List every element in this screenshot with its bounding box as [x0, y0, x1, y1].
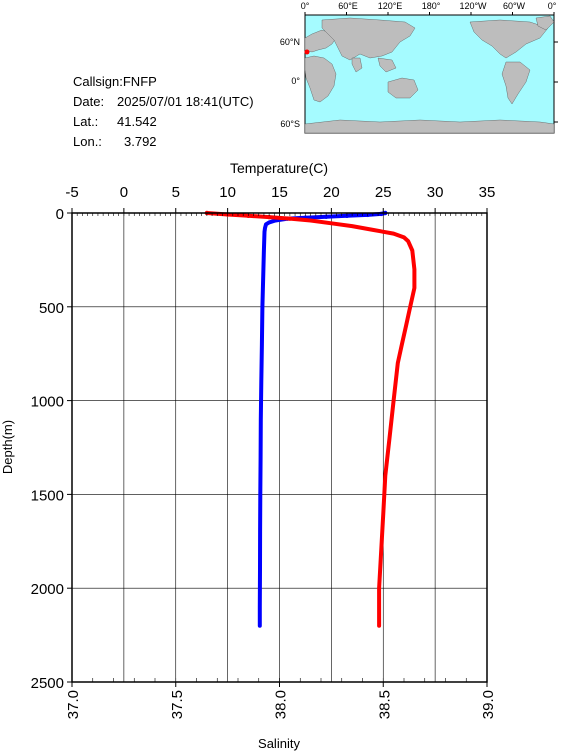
temperature-tick-label: 0: [120, 184, 128, 201]
depth-ticks: 0 500 1000 1500 2000 2500: [31, 206, 72, 692]
temperature-point: [383, 210, 388, 216]
salinity-point: [287, 216, 293, 221]
map-lon-label: 120°E: [378, 1, 403, 11]
temperature-point: [285, 216, 290, 221]
temperature-tick-label: 25: [375, 184, 392, 201]
depth-tick-label: 0: [56, 206, 64, 223]
lon-label: Lon.:: [73, 134, 102, 149]
depth-tick-label: 2500: [31, 675, 64, 692]
map-lon-label: 60°W: [503, 1, 526, 11]
map-ticks: [304, 12, 555, 15]
map-lat-label: 0°: [291, 76, 300, 86]
salinity-tick-label: 38.0: [273, 690, 290, 719]
temperature-axis-title: Temperature(C): [230, 160, 328, 176]
map-left-labels: 60°N 0° 60°S: [280, 37, 301, 129]
map-lon-label: 0°: [548, 1, 557, 11]
date-value: 2025/07/01 18:41(UTC): [117, 94, 254, 109]
salinity-tick-label: 37.0: [65, 690, 82, 719]
temperature-point: [323, 214, 329, 219]
lat-label: Lat.:: [73, 114, 99, 129]
map-right-ticks: [554, 41, 558, 123]
map-lon-label: 0°: [301, 1, 310, 11]
map-lat-label: 60°N: [280, 37, 300, 47]
map-lon-label: 120°W: [459, 1, 487, 11]
salinity-point: [225, 212, 230, 217]
depth-tick-label: 500: [39, 300, 64, 317]
lon-value: 3.792: [124, 134, 157, 149]
salinity-point: [266, 214, 272, 220]
temperature-point: [378, 211, 384, 217]
date-row: Date: 2025/07/01 18:41(UTC): [73, 92, 254, 112]
depth-tick-label: 1500: [31, 487, 64, 504]
salinity-ticks: 37.0 37.5 38.0 38.5 39.0: [65, 682, 497, 719]
lat-value: 41.542: [117, 114, 157, 129]
map-land: [304, 15, 555, 134]
temperature-point: [344, 213, 350, 219]
callsign-value: FNFP: [122, 74, 157, 89]
salinity-tick-label: 38.5: [376, 690, 393, 719]
salinity-axis-title: Salinity: [258, 736, 300, 751]
lon-row: Lon.: 3.792: [73, 132, 254, 152]
chart-series: [204, 210, 417, 628]
location-map: 0° 60°E 120°E 180° 120°W 60°W 0° 60°N 0°…: [280, 1, 558, 134]
temperature-tick-label: 15: [271, 184, 288, 201]
map-lat-label: 60°S: [280, 119, 300, 129]
plot-frame: [71, 212, 488, 683]
date-label: Date:: [73, 94, 105, 109]
salinity-point: [246, 213, 251, 219]
temperature-tick-label: 30: [427, 184, 444, 201]
salinity-tick-label: 39.0: [480, 690, 497, 719]
temperature-tick-label: 35: [479, 184, 496, 201]
chart-grid: [71, 212, 488, 683]
map-lon-label: 180°: [422, 1, 441, 11]
map-top-labels: 0° 60°E 120°E 180° 120°W 60°W 0°: [301, 1, 557, 11]
lat-row: Lat.: 41.542: [73, 112, 254, 132]
salinity-profile-line: [204, 211, 417, 628]
temperature-ticks: -5 0 5 10 15 20 25 30 35: [65, 184, 495, 213]
temperature-tick-label: -5: [65, 184, 78, 201]
salinity-tick-label: 37.5: [169, 690, 186, 719]
temperature-point: [365, 212, 370, 218]
temperature-tick-label: 20: [323, 184, 340, 201]
depth-tick-label: 2000: [31, 581, 64, 598]
depth-axis-title: Depth(m): [0, 420, 15, 474]
depth-tick-label: 1000: [31, 394, 64, 411]
temperature-tick-label: 10: [219, 184, 236, 201]
station-marker: [304, 49, 310, 55]
temperature-point: [303, 215, 308, 220]
temperature-tick-label: 5: [172, 184, 180, 201]
temperature-profile-line: [257, 211, 388, 628]
map-lon-label: 60°E: [338, 1, 358, 11]
salinity-point: [204, 210, 210, 216]
callsign-row: Callsign: FNFP: [73, 72, 254, 92]
callsign-label: Callsign:: [73, 74, 123, 89]
minor-ticks: [71, 213, 488, 682]
cast-info: Callsign: FNFP Date: 2025/07/01 18:41(UTC)…: [73, 72, 254, 152]
